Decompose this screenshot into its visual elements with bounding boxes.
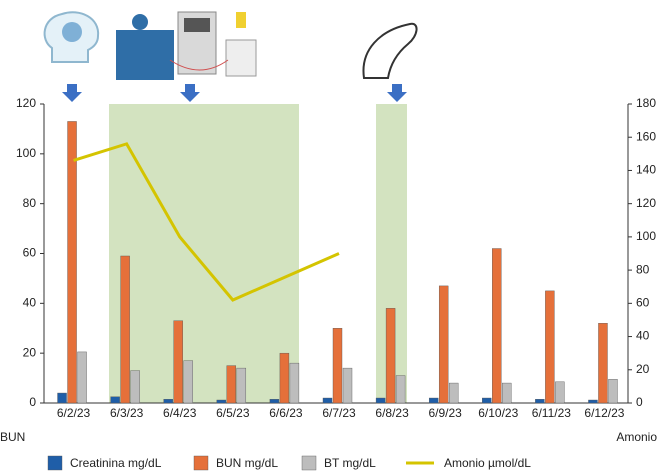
bar xyxy=(545,291,554,403)
bar xyxy=(343,368,352,403)
bar xyxy=(111,397,120,403)
x-tick-label: 6/7/23 xyxy=(322,406,356,420)
y2-tick-label: 100 xyxy=(636,229,656,243)
highlight-band xyxy=(109,104,299,403)
bar xyxy=(68,121,77,403)
x-tick-label: 6/5/23 xyxy=(216,406,250,420)
bar xyxy=(439,286,448,403)
y2-tick-label: 60 xyxy=(636,296,650,310)
y2-axis-label: Amonio xyxy=(616,430,657,444)
y2-tick-label: 40 xyxy=(636,329,650,343)
bar xyxy=(449,383,458,403)
bar xyxy=(598,323,607,403)
y-tick-label: 120 xyxy=(16,96,36,110)
bar xyxy=(492,249,501,403)
bar xyxy=(121,256,130,403)
x-tick-label: 6/11/23 xyxy=(532,406,571,420)
x-tick-label: 6/2/23 xyxy=(57,406,91,420)
bar xyxy=(227,366,236,403)
x-tick-label: 6/3/23 xyxy=(110,406,144,420)
bar xyxy=(270,399,279,403)
y-tick-label: 60 xyxy=(23,246,37,260)
bar xyxy=(184,361,193,403)
bar xyxy=(502,383,511,403)
y-tick-label: 40 xyxy=(23,296,37,310)
bar xyxy=(131,371,140,403)
bar xyxy=(58,393,67,403)
y2-tick-label: 0 xyxy=(636,395,643,409)
x-tick-label: 6/6/23 xyxy=(269,406,303,420)
x-tick-label: 6/9/23 xyxy=(428,406,462,420)
brain-icon xyxy=(45,12,99,62)
bar xyxy=(588,400,597,403)
legend-label: Amonio µmol/dL xyxy=(444,456,531,470)
legend-swatch xyxy=(302,456,316,470)
x-tick-label: 6/8/23 xyxy=(375,406,409,420)
bar xyxy=(396,376,405,403)
arrow xyxy=(62,84,407,102)
y2-tick-label: 80 xyxy=(636,262,650,276)
bar xyxy=(555,382,564,403)
legend-label: Creatinina mg/dL xyxy=(70,456,162,470)
bar xyxy=(386,308,395,403)
bar xyxy=(608,379,617,403)
y2-tick-label: 120 xyxy=(636,196,656,210)
legend-swatch xyxy=(48,456,62,470)
x-tick-label: 6/12/23 xyxy=(584,406,624,420)
legend-label: BUN mg/dL xyxy=(216,456,278,470)
y-axis-label: BUN xyxy=(0,430,25,444)
bar xyxy=(333,328,342,403)
y-tick-label: 80 xyxy=(23,196,37,210)
y-tick-label: 0 xyxy=(29,395,36,409)
liver-icon xyxy=(363,24,416,78)
bar xyxy=(217,400,226,403)
y2-tick-label: 180 xyxy=(636,96,656,110)
legend-swatch xyxy=(194,456,208,470)
x-tick-label: 6/10/23 xyxy=(478,406,518,420)
y2-tick-label: 160 xyxy=(636,129,656,143)
bar xyxy=(237,368,246,403)
bar xyxy=(376,398,385,403)
dialysis-icon xyxy=(116,12,256,80)
legend-label: BT mg/dL xyxy=(324,456,376,470)
bar xyxy=(280,353,289,403)
bar xyxy=(482,398,491,403)
y-tick-label: 100 xyxy=(16,146,36,160)
bar xyxy=(78,352,87,403)
y2-tick-label: 20 xyxy=(636,362,650,376)
bar xyxy=(323,398,332,403)
y2-tick-label: 140 xyxy=(636,163,656,177)
bar xyxy=(290,363,299,403)
bar xyxy=(174,321,183,403)
bar xyxy=(535,399,544,403)
chart: BUN Amonio 0 20 40 60 80 100 120 0 20 40 60 80 100 12… xyxy=(0,0,659,472)
x-tick-label: 6/4/23 xyxy=(163,406,197,420)
y-tick-label: 20 xyxy=(23,345,37,359)
bar xyxy=(164,399,173,403)
bar xyxy=(429,398,438,403)
